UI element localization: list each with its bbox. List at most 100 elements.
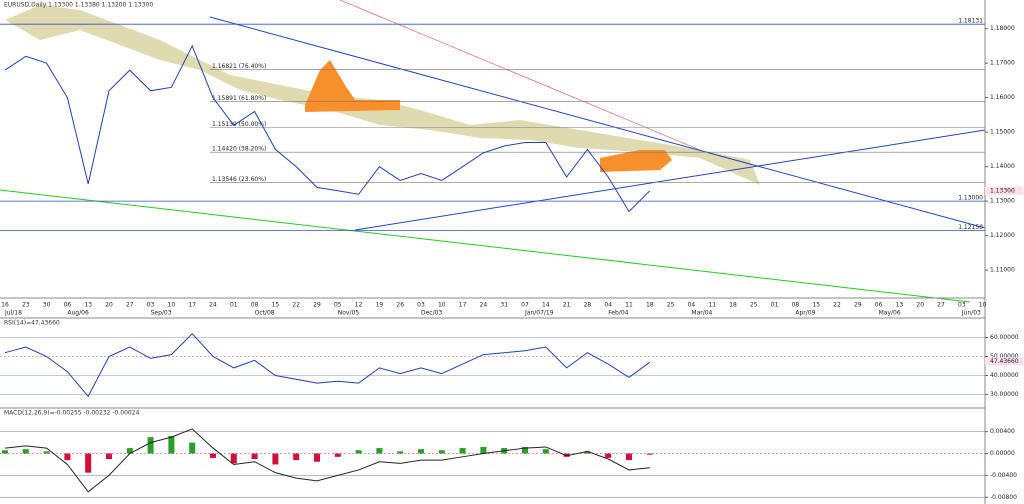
histogram-bar bbox=[147, 437, 154, 454]
x-tick-label: 20 bbox=[105, 302, 113, 309]
histogram-bar bbox=[106, 453, 112, 459]
x-tick-label: 29 bbox=[854, 302, 862, 309]
histogram-bar bbox=[189, 442, 196, 454]
month-label: Jul/18 bbox=[4, 310, 22, 317]
x-tick-label: 10 bbox=[168, 302, 176, 309]
x-tick-label: 16 bbox=[1, 302, 9, 309]
current-label: 1.13300 bbox=[990, 187, 1015, 194]
histogram-bar bbox=[605, 453, 612, 458]
x-tick-label: 27 bbox=[126, 302, 134, 309]
histogram-bar bbox=[2, 450, 8, 454]
histogram-bar bbox=[522, 446, 528, 454]
x-tick-label: 19 bbox=[376, 302, 384, 309]
x-tick-label: 28 bbox=[584, 302, 592, 309]
level-label: 1.12150 bbox=[958, 224, 983, 231]
histogram-bar bbox=[314, 453, 320, 462]
x-tick-label: 04 bbox=[688, 302, 696, 309]
x-tick-label: 31 bbox=[500, 302, 508, 309]
histogram-bar bbox=[376, 448, 383, 454]
histogram-bar bbox=[22, 449, 29, 454]
x-tick-label: 12 bbox=[355, 302, 363, 309]
histogram-bar bbox=[85, 453, 92, 473]
month-label: Feb/04 bbox=[608, 310, 628, 317]
x-tick-label: 22 bbox=[292, 302, 300, 309]
current-label: 47.43660 bbox=[990, 358, 1019, 365]
fib-label: 1.14420 (38.20%) bbox=[212, 146, 266, 153]
level-label: 1.18131 bbox=[958, 18, 983, 25]
macd-title: MACD(12,26,9)=-0.00255 -0.00232 -0.00024 bbox=[4, 410, 140, 417]
x-tick-label: 25 bbox=[750, 302, 758, 309]
histogram-bar bbox=[230, 453, 237, 464]
month-label: Apr/09 bbox=[795, 310, 815, 317]
x-tick-label: 08 bbox=[792, 302, 800, 309]
x-tick-label: 10 bbox=[979, 302, 987, 309]
kumo-orange bbox=[600, 150, 672, 172]
histogram-bar bbox=[126, 448, 133, 454]
ma-line bbox=[339, 0, 701, 151]
x-tick-label: 03 bbox=[958, 302, 966, 309]
trend-line bbox=[354, 129, 986, 231]
x-tick-label: 20 bbox=[916, 302, 924, 309]
y-tick-label: 1.14000 bbox=[990, 163, 1015, 170]
x-tick-label: 01 bbox=[771, 302, 779, 309]
x-tick-label: 06 bbox=[875, 302, 883, 309]
series-line bbox=[4, 44, 651, 213]
x-tick-label: 15 bbox=[812, 302, 820, 309]
y-tick-label: 1.15000 bbox=[990, 129, 1015, 136]
x-tick-label: 21 bbox=[563, 302, 571, 309]
y-tick-label: 0.00400 bbox=[990, 428, 1015, 435]
x-tick-label: 11 bbox=[708, 302, 716, 309]
histogram-bar bbox=[563, 453, 570, 457]
y-tick-label: 0.00000 bbox=[990, 450, 1015, 457]
month-label: Jun/03 bbox=[961, 310, 981, 317]
month-label: Aug/06 bbox=[67, 310, 89, 317]
trend-line bbox=[209, 16, 986, 229]
y-tick-label: 30.00000 bbox=[990, 391, 1019, 398]
rsi-title: RSI(14)=47.43660 bbox=[4, 320, 60, 327]
y-tick-label: 1.16000 bbox=[990, 94, 1015, 101]
x-tick-label: 30 bbox=[43, 302, 51, 309]
y-tick-label: 40.00000 bbox=[990, 372, 1019, 379]
x-tick-label: 04 bbox=[604, 302, 612, 309]
y-tick-label: 1.13000 bbox=[990, 198, 1015, 205]
month-label: Sep/03 bbox=[151, 310, 172, 317]
x-tick-label: 15 bbox=[272, 302, 280, 309]
y-tick-label: 1.11000 bbox=[990, 267, 1015, 274]
histogram-bar bbox=[438, 450, 445, 454]
month-label: May/06 bbox=[879, 310, 901, 317]
fib-label: 1.16821 (76.40%) bbox=[212, 63, 266, 70]
histogram-bar bbox=[626, 453, 632, 461]
x-tick-label: 18 bbox=[646, 302, 654, 309]
x-tick-label: 13 bbox=[84, 302, 92, 309]
y-tick-label: -0.00800 bbox=[990, 494, 1017, 501]
x-tick-label: 24 bbox=[209, 302, 217, 309]
histogram-bar bbox=[43, 451, 50, 454]
x-tick-label: 23 bbox=[22, 302, 30, 309]
trend-line bbox=[0, 189, 971, 303]
histogram-bar bbox=[459, 448, 466, 454]
x-tick-label: 13 bbox=[896, 302, 904, 309]
ichimoku-cloud bbox=[5, 5, 760, 185]
histogram-bar bbox=[64, 453, 71, 461]
kumo-orange bbox=[305, 60, 400, 112]
x-tick-label: 22 bbox=[833, 302, 841, 309]
histogram-bar bbox=[418, 449, 424, 454]
histogram-bar bbox=[480, 446, 487, 454]
price-title: EURUSD,Daily 1.13300 1.13380 1.13200 1.1… bbox=[4, 2, 153, 9]
y-tick-label: 1.17000 bbox=[990, 60, 1015, 67]
month-label: Jan/07/19 bbox=[524, 310, 554, 317]
x-tick-label: 24 bbox=[480, 302, 488, 309]
y-tick-label: 50.00000 bbox=[990, 353, 1019, 360]
histogram-bar bbox=[168, 436, 175, 454]
fib-label: 1.15891 (61.80%) bbox=[212, 95, 266, 102]
x-tick-label: 17 bbox=[188, 302, 196, 309]
month-label: Dec/03 bbox=[421, 310, 442, 317]
histogram-bar bbox=[355, 450, 362, 454]
x-tick-label: 03 bbox=[147, 302, 155, 309]
x-tick-label: 01 bbox=[230, 302, 238, 309]
x-tick-label: 11 bbox=[625, 302, 633, 309]
x-tick-label: 10 bbox=[438, 302, 446, 309]
histogram-bar bbox=[251, 453, 258, 459]
